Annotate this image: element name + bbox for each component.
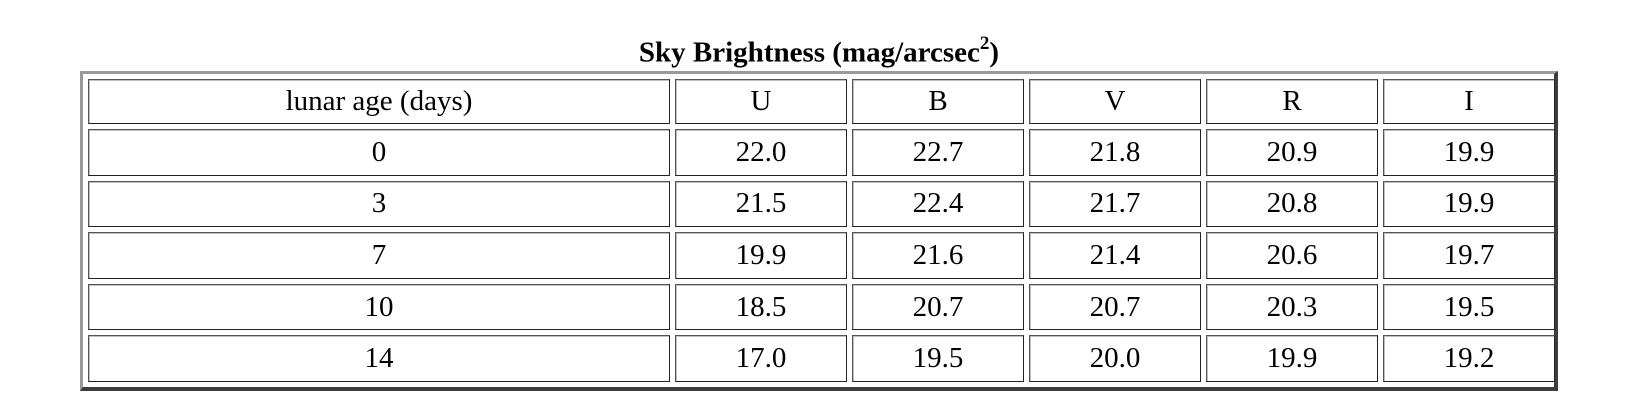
cell-r: 20.6 <box>1206 232 1378 279</box>
cell-b: 21.6 <box>852 232 1024 279</box>
cell-v: 20.7 <box>1029 283 1201 331</box>
header-i-band: I <box>1383 79 1555 124</box>
cell-v: 20.0 <box>1029 335 1201 382</box>
table-row: 7 19.9 21.6 21.4 20.6 19.7 <box>88 232 1555 279</box>
cell-b: 20.7 <box>852 283 1024 331</box>
cell-r: 19.9 <box>1206 335 1378 382</box>
cell-u: 21.5 <box>675 180 847 228</box>
cell-b: 22.4 <box>852 180 1024 228</box>
cell-i: 19.2 <box>1383 335 1555 382</box>
cell-v: 21.4 <box>1029 232 1201 279</box>
sky-brightness-table-frame: lunar age (days) U B V R I 0 22.0 22.7 2… <box>80 71 1558 391</box>
cell-v: 21.7 <box>1029 180 1201 228</box>
table-row: 3 21.5 22.4 21.7 20.8 19.9 <box>88 180 1555 228</box>
cell-u: 22.0 <box>675 129 847 176</box>
cell-i: 19.7 <box>1383 232 1555 279</box>
cell-v: 21.8 <box>1029 129 1201 176</box>
cell-lunar-age: 10 <box>88 283 670 331</box>
cell-r: 20.9 <box>1206 129 1378 176</box>
sky-brightness-table: lunar age (days) U B V R I 0 22.0 22.7 2… <box>83 74 1560 387</box>
cell-lunar-age: 14 <box>88 335 670 382</box>
header-v-band: V <box>1029 79 1201 124</box>
cell-r: 20.3 <box>1206 283 1378 331</box>
caption-close: ) <box>989 36 1000 69</box>
cell-i: 19.9 <box>1383 129 1555 176</box>
cell-b: 22.7 <box>852 129 1024 176</box>
header-r-band: R <box>1206 79 1378 124</box>
cell-i: 19.5 <box>1383 283 1555 331</box>
cell-u: 19.9 <box>675 232 847 279</box>
cell-r: 20.8 <box>1206 180 1378 228</box>
caption-title: Sky Brightness (mag/arcsec <box>638 36 980 69</box>
cell-lunar-age: 3 <box>88 180 670 228</box>
table-row: 0 22.0 22.7 21.8 20.9 19.9 <box>88 129 1555 176</box>
header-u-band: U <box>675 79 847 124</box>
header-lunar-age: lunar age (days) <box>88 79 670 124</box>
table-row: 10 18.5 20.7 20.7 20.3 19.5 <box>88 283 1555 331</box>
cell-u: 17.0 <box>675 335 847 382</box>
cell-i: 19.9 <box>1383 180 1555 228</box>
cell-lunar-age: 0 <box>88 129 670 176</box>
table-row: 14 17.0 19.5 20.0 19.9 19.2 <box>88 335 1555 382</box>
cell-b: 19.5 <box>852 335 1024 382</box>
header-b-band: B <box>852 79 1024 124</box>
cell-lunar-age: 7 <box>88 232 670 279</box>
header-row: lunar age (days) U B V R I <box>88 79 1555 124</box>
table-caption: Sky Brightness (mag/arcsec2) <box>80 28 1558 71</box>
caption-superscript: 2 <box>979 33 990 54</box>
cell-u: 18.5 <box>675 283 847 331</box>
